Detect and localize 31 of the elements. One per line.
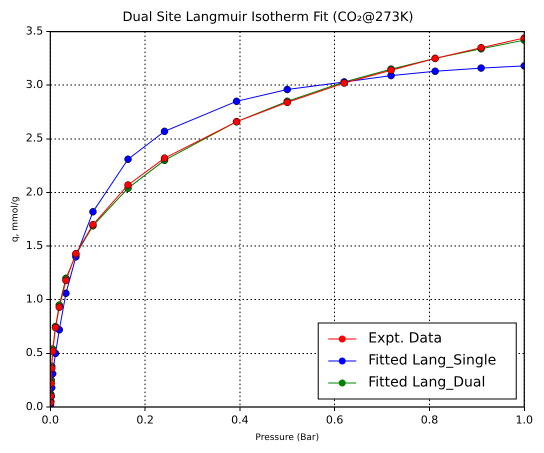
point xyxy=(124,155,132,163)
x-tick-label: 0.8 xyxy=(420,413,438,426)
point xyxy=(89,208,97,216)
x-axis-title: Pressure (Bar) xyxy=(255,432,320,443)
point xyxy=(124,181,132,189)
y-tick-label: 2.0 xyxy=(26,185,44,198)
legend-label: Fitted Lang_Dual xyxy=(368,374,486,391)
y-tick-label: 3.0 xyxy=(26,78,44,92)
y-axis-title: q, mmol/g xyxy=(10,196,21,242)
y-tick-label: 3.5 xyxy=(26,24,44,38)
y-tick-label: 0.5 xyxy=(26,346,44,360)
y-tick-label: 1.0 xyxy=(26,292,44,306)
x-tick-label: 0.4 xyxy=(231,413,249,426)
point xyxy=(232,98,240,106)
x-tick-label: 0.0 xyxy=(42,413,60,426)
legend-label: Expt. Data xyxy=(368,330,442,347)
point xyxy=(56,304,64,311)
point xyxy=(477,64,485,72)
x-tick-label: 0.6 xyxy=(326,413,344,426)
x-tick-label: 1.0 xyxy=(516,413,534,426)
point xyxy=(160,154,168,162)
y-tick-label: 1.5 xyxy=(26,238,44,252)
y-tick-label: 2.5 xyxy=(26,132,44,145)
point xyxy=(284,86,292,94)
chart-title: Dual Site Langmuir Isotherm Fit (CO₂@273K) xyxy=(122,10,414,26)
y-tick-label: 0.0 xyxy=(26,400,44,413)
point xyxy=(160,128,168,136)
point xyxy=(431,68,439,76)
legend-label: Fitted Lang_Single xyxy=(368,352,496,369)
x-tick-label: 0.2 xyxy=(136,413,154,426)
point xyxy=(62,290,70,298)
